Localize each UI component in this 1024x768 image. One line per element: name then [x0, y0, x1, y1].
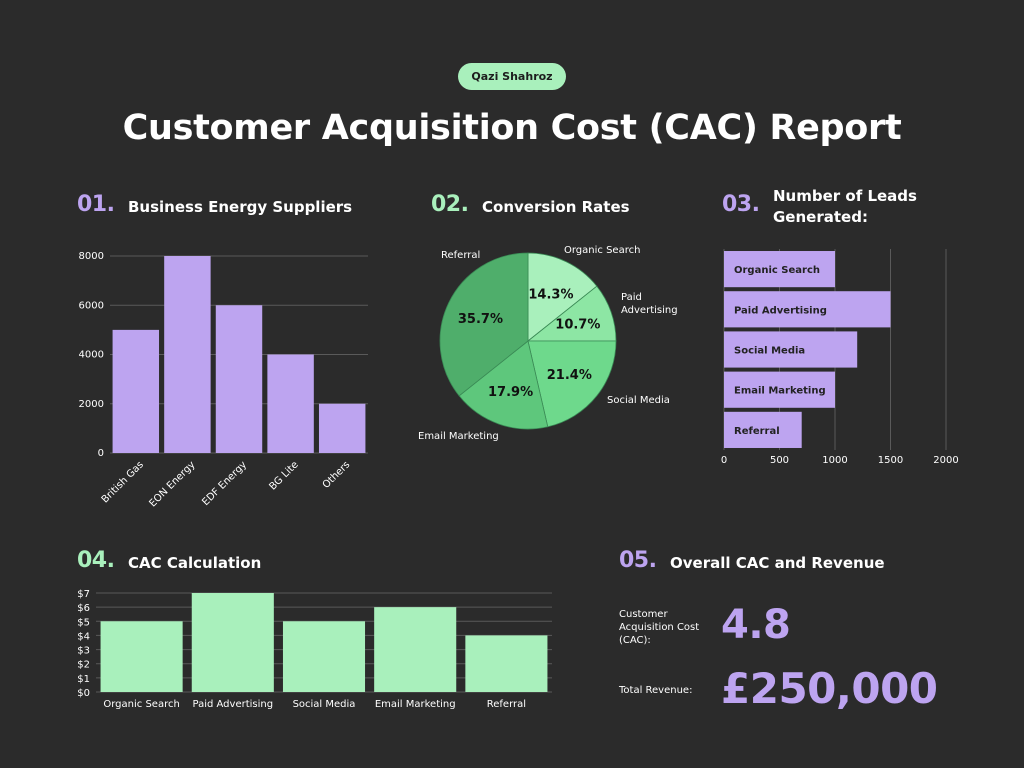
bar-label: Organic Search	[734, 265, 820, 276]
bar-edf-energy	[215, 305, 263, 453]
section-3-title: Number of Leads Generated:	[773, 187, 917, 226]
bar-label: Referral	[734, 426, 780, 437]
pie-percent-label: 21.4%	[547, 368, 592, 383]
bar-bg-lite	[267, 354, 314, 453]
y-tick-label: $2	[77, 660, 90, 671]
y-tick-label: 4000	[79, 350, 104, 361]
page-title: Customer Acquisition Cost (CAC) Report	[122, 108, 902, 148]
section-5-title: Overall CAC and Revenue	[670, 554, 885, 572]
y-tick-label: 2000	[79, 399, 104, 410]
bar-paid-advertising	[724, 291, 891, 328]
x-tick-label: 2000	[933, 455, 958, 466]
y-tick-label: $0	[77, 688, 90, 699]
revenue-value: £250,000	[721, 664, 938, 713]
section-4-number: 04.	[77, 548, 115, 573]
cac-label: Customer Acquisition Cost (CAC):	[619, 609, 700, 646]
bar-label: Social Media	[734, 346, 805, 357]
bar-social-media	[282, 621, 366, 692]
y-tick-label: 0	[98, 448, 104, 459]
author-badge: Qazi Shahroz	[458, 63, 566, 90]
bar-others	[318, 403, 366, 453]
bar-social-media	[724, 331, 858, 368]
x-tick-label: Email Marketing	[375, 699, 456, 710]
pie-percent-label: 35.7%	[458, 312, 503, 327]
section-5-number: 05.	[619, 548, 657, 573]
y-tick-label: $3	[77, 646, 90, 657]
x-tick-label: 1500	[878, 455, 903, 466]
bar-british-gas	[112, 329, 160, 453]
x-tick-label: 500	[770, 455, 789, 466]
bar-referral	[465, 635, 548, 692]
revenue-label: Total Revenue:	[619, 685, 693, 696]
y-tick-label: $4	[77, 631, 90, 642]
pie-category-label: Paid Advertising	[621, 292, 678, 316]
y-tick-label: 8000	[79, 251, 104, 262]
pie-slice-social-media	[527, 340, 617, 428]
x-tick-label: Referral	[487, 699, 526, 710]
bar-label: Email Marketing	[734, 386, 826, 397]
section-1-number: 01.	[77, 192, 115, 217]
x-tick-label: Organic Search	[103, 699, 179, 710]
bar-organic-search	[724, 251, 835, 288]
bar-email-marketing	[724, 371, 835, 408]
y-tick-label: $7	[77, 589, 90, 600]
section-3-number: 03.	[722, 192, 760, 217]
bar-email-marketing	[374, 607, 457, 692]
y-tick-label: $6	[77, 603, 90, 614]
x-tick-label: 0	[721, 455, 727, 466]
bar-referral	[724, 411, 802, 448]
x-tick-label: Paid Advertising	[193, 699, 274, 710]
pie-slice-email-marketing	[458, 340, 549, 430]
y-tick-label: 6000	[79, 300, 104, 311]
bar-paid-advertising	[191, 593, 274, 692]
pie-slice-organic-search	[527, 252, 598, 342]
cac-value: 4.8	[721, 602, 791, 648]
section-1-title: Business Energy Suppliers	[128, 198, 353, 216]
pie-category-label: Email Marketing	[418, 431, 499, 442]
section-4-title: CAC Calculation	[128, 554, 262, 572]
bar-label: Paid Advertising	[734, 305, 827, 316]
pie-category-label: Referral	[441, 250, 480, 261]
x-tick-label: Social Media	[293, 699, 356, 710]
pie-category-label: Organic Search	[564, 245, 640, 256]
pie-percent-label: 17.9%	[488, 385, 533, 400]
bar-organic-search	[100, 621, 183, 692]
x-tick-label: 1000	[822, 455, 847, 466]
bar-eon-energy	[164, 256, 211, 453]
y-tick-label: $1	[77, 674, 90, 685]
pie-slice-referral	[439, 252, 529, 397]
pie-category-label: Social Media	[607, 395, 670, 406]
y-tick-label: $5	[77, 617, 90, 628]
pie-percent-label: 10.7%	[555, 318, 600, 333]
section-2-title: Conversion Rates	[482, 198, 630, 216]
pie-percent-label: 14.3%	[528, 287, 573, 302]
section-2-number: 02.	[431, 192, 469, 217]
